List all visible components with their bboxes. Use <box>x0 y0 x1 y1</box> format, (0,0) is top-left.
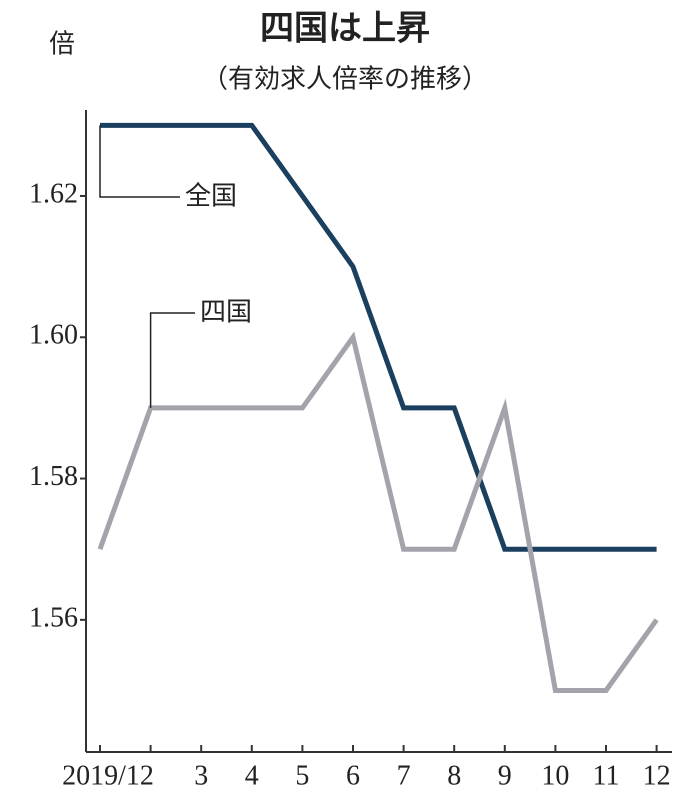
series-label: 四国 <box>200 298 252 328</box>
y-axis-label: 倍 <box>49 30 75 60</box>
x-tick-label: 2019/12 <box>62 760 154 791</box>
y-tick-label: 1.60 <box>29 320 78 351</box>
chart-subtitle: （有効求人倍率の推移） <box>202 65 488 95</box>
x-tick-label: 7 <box>397 760 411 791</box>
series-line <box>97 331 659 693</box>
x-tick-label: 4 <box>245 760 259 791</box>
chart-title: 四国は上昇 <box>260 9 430 49</box>
series-label: 全国 <box>185 182 237 212</box>
x-tick-label: 6 <box>346 760 360 791</box>
x-tick-label: 10 <box>541 760 569 791</box>
y-tick-label: 1.62 <box>29 178 78 209</box>
leader-line <box>149 312 195 408</box>
y-tick-label: 1.58 <box>29 461 78 492</box>
x-tick-label: 12 <box>643 760 671 791</box>
x-tick-label: 5 <box>295 760 309 791</box>
x-tick-label: 3 <box>194 760 208 791</box>
x-tick-label: 9 <box>498 760 512 791</box>
x-tick-label: 8 <box>447 760 461 791</box>
leader-line <box>99 125 180 198</box>
x-tick-label: 11 <box>593 760 620 791</box>
y-tick-label: 1.56 <box>29 602 78 633</box>
series-line <box>100 122 657 552</box>
